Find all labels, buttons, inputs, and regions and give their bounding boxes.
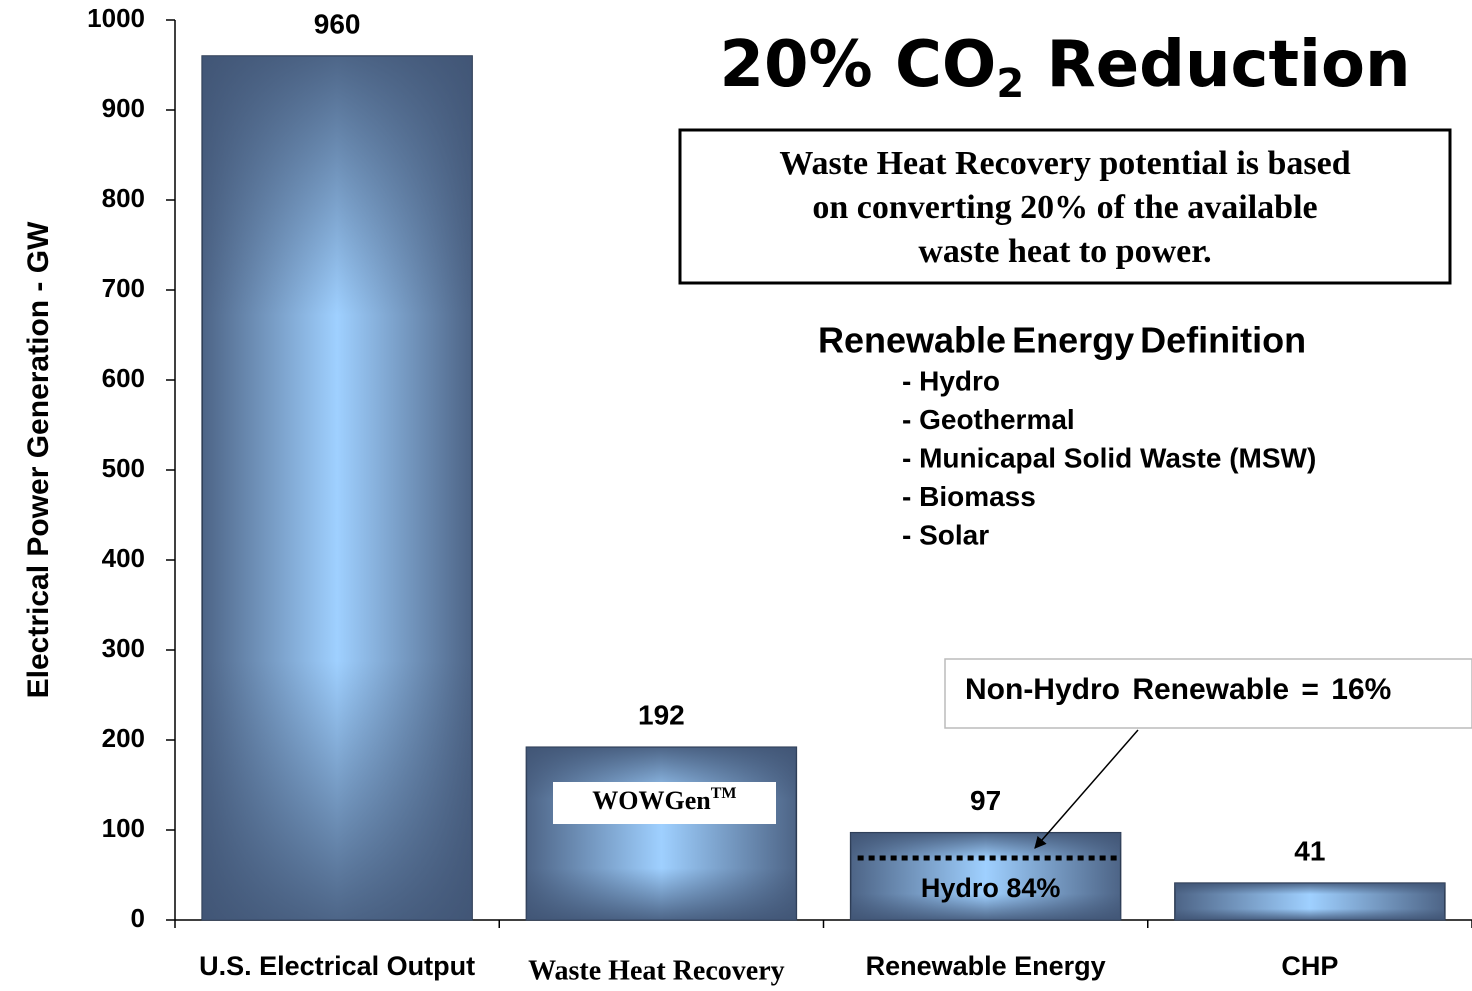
note-line: Waste Heat Recovery potential is based bbox=[779, 145, 1350, 182]
note-line: on converting 20% of the available bbox=[812, 189, 1317, 226]
y-tick-label: 200 bbox=[102, 723, 145, 753]
x-tick-label: Waste Heat Recovery bbox=[528, 955, 785, 986]
y-axis-label: Electrical Power Generation - GW bbox=[22, 221, 55, 698]
note-box bbox=[678, 128, 1452, 285]
value-label: 960 bbox=[314, 8, 361, 39]
y-tick-label: 600 bbox=[102, 363, 145, 393]
renewable-item: - Solar bbox=[902, 519, 989, 550]
title-part: Reduction bbox=[1024, 28, 1410, 102]
title-part: 20% CO bbox=[719, 28, 996, 102]
title-part: 2 bbox=[996, 61, 1024, 107]
wowgen-box bbox=[553, 782, 776, 824]
renewable-item: - Geothermal bbox=[902, 404, 1075, 435]
callout-text: Non-Hydro Renewable = 16% bbox=[965, 673, 1391, 706]
bar bbox=[525, 746, 798, 921]
y-tick-label: 300 bbox=[102, 633, 145, 663]
wowgen-name: WOWGen bbox=[592, 786, 711, 815]
label-bg bbox=[506, 950, 817, 990]
bar bbox=[201, 55, 473, 921]
y-tick-label: 500 bbox=[102, 453, 145, 483]
y-tick-label: 1000 bbox=[87, 3, 145, 33]
bar bbox=[1174, 882, 1446, 921]
value-label: 41 bbox=[1294, 835, 1325, 866]
y-tick-label: 900 bbox=[102, 93, 145, 123]
y-tick-label: 700 bbox=[102, 273, 145, 303]
y-tick-label: 0 bbox=[131, 903, 145, 933]
y-tick-label: 100 bbox=[102, 813, 145, 843]
renewable-heading: Renewable Energy Definition bbox=[818, 320, 1306, 361]
x-tick-label: U.S. Electrical Output bbox=[199, 951, 475, 981]
wowgen-sup: TM bbox=[711, 785, 737, 802]
renewable-item: - Municapal Solid Waste (MSW) bbox=[902, 442, 1316, 473]
hydro-label: Hydro 84% bbox=[921, 873, 1061, 903]
x-tick-label: CHP bbox=[1281, 951, 1338, 981]
renewable-item: - Hydro bbox=[902, 365, 1000, 396]
value-label: 192 bbox=[638, 700, 685, 731]
renewable-item: - Biomass bbox=[902, 481, 1036, 512]
note-line: waste heat to power. bbox=[918, 233, 1211, 270]
chart-title: 20% CO2 Reduction bbox=[719, 28, 1410, 107]
y-tick-label: 400 bbox=[102, 543, 145, 573]
y-tick-label: 800 bbox=[102, 183, 145, 213]
x-tick-label: Renewable Energy bbox=[866, 951, 1106, 981]
wowgen-text: WOWGenTM bbox=[592, 785, 736, 815]
callout-arrow bbox=[1034, 729, 1139, 849]
callout-box bbox=[944, 658, 1472, 729]
value-label: 97 bbox=[970, 785, 1001, 816]
